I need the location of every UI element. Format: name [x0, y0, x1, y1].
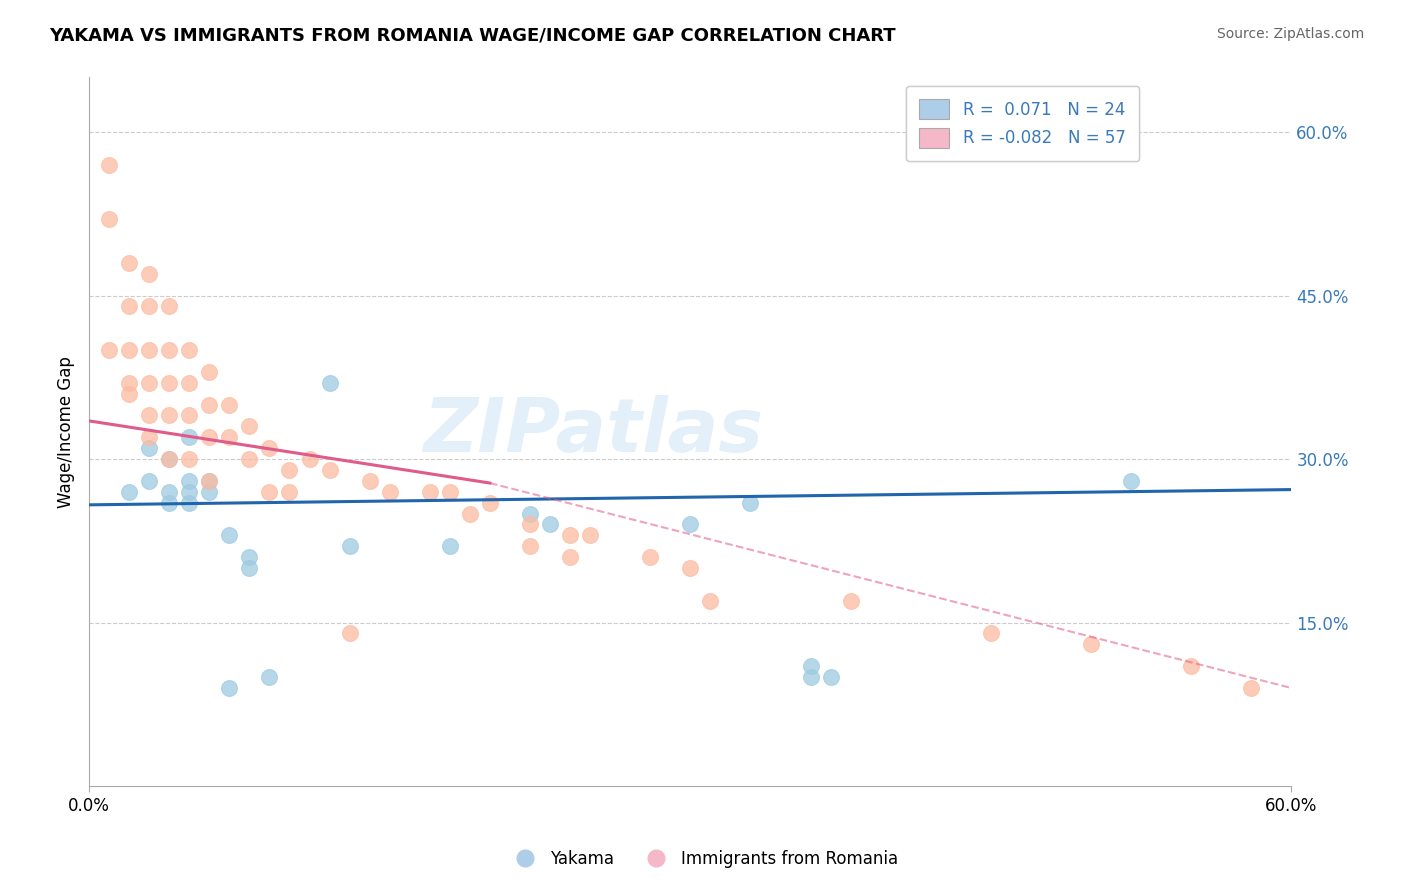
Point — [839, 594, 862, 608]
Point — [98, 212, 121, 227]
Point — [198, 365, 221, 379]
Point — [118, 386, 141, 401]
Point — [198, 474, 221, 488]
Point — [638, 550, 661, 565]
Point — [259, 441, 281, 455]
Point — [339, 539, 361, 553]
Point — [157, 376, 180, 390]
Point — [1121, 474, 1143, 488]
Point — [198, 398, 221, 412]
Point — [439, 484, 461, 499]
Point — [318, 463, 340, 477]
Point — [138, 474, 160, 488]
Point — [740, 496, 762, 510]
Point — [318, 376, 340, 390]
Point — [820, 670, 842, 684]
Point — [138, 300, 160, 314]
Point — [157, 452, 180, 467]
Point — [259, 670, 281, 684]
Point — [238, 550, 260, 565]
Point — [198, 474, 221, 488]
Point — [118, 343, 141, 357]
Point — [118, 300, 141, 314]
Point — [519, 507, 541, 521]
Point — [799, 659, 821, 673]
Point — [179, 484, 201, 499]
Point — [157, 452, 180, 467]
Legend: Yakama, Immigrants from Romania: Yakama, Immigrants from Romania — [502, 844, 904, 875]
Text: YAKAMA VS IMMIGRANTS FROM ROMANIA WAGE/INCOME GAP CORRELATION CHART: YAKAMA VS IMMIGRANTS FROM ROMANIA WAGE/I… — [49, 27, 896, 45]
Point — [558, 528, 581, 542]
Point — [157, 409, 180, 423]
Point — [179, 474, 201, 488]
Point — [1180, 659, 1202, 673]
Point — [157, 343, 180, 357]
Point — [359, 474, 381, 488]
Point — [218, 528, 240, 542]
Point — [679, 561, 702, 575]
Point — [238, 452, 260, 467]
Point — [118, 484, 141, 499]
Point — [138, 343, 160, 357]
Y-axis label: Wage/Income Gap: Wage/Income Gap — [58, 356, 75, 508]
Point — [679, 517, 702, 532]
Point — [699, 594, 721, 608]
Point — [198, 484, 221, 499]
Point — [519, 517, 541, 532]
Point — [157, 484, 180, 499]
Point — [218, 430, 240, 444]
Point — [138, 376, 160, 390]
Point — [339, 626, 361, 640]
Point — [458, 507, 481, 521]
Point — [259, 484, 281, 499]
Text: ZIPatlas: ZIPatlas — [425, 395, 763, 468]
Point — [1080, 637, 1102, 651]
Point — [799, 670, 821, 684]
Point — [558, 550, 581, 565]
Point — [138, 409, 160, 423]
Point — [118, 256, 141, 270]
Point — [218, 398, 240, 412]
Point — [238, 561, 260, 575]
Point — [980, 626, 1002, 640]
Point — [179, 376, 201, 390]
Point — [218, 681, 240, 695]
Point — [419, 484, 441, 499]
Point — [298, 452, 321, 467]
Point — [138, 267, 160, 281]
Text: Source: ZipAtlas.com: Source: ZipAtlas.com — [1216, 27, 1364, 41]
Point — [138, 441, 160, 455]
Point — [378, 484, 401, 499]
Point — [538, 517, 561, 532]
Point — [579, 528, 602, 542]
Point — [179, 409, 201, 423]
Point — [238, 419, 260, 434]
Point — [157, 300, 180, 314]
Point — [1240, 681, 1263, 695]
Point — [478, 496, 501, 510]
Point — [138, 430, 160, 444]
Legend: R =  0.071   N = 24, R = -0.082   N = 57: R = 0.071 N = 24, R = -0.082 N = 57 — [905, 86, 1139, 161]
Point — [179, 496, 201, 510]
Point — [278, 484, 301, 499]
Point — [157, 496, 180, 510]
Point — [519, 539, 541, 553]
Point — [179, 430, 201, 444]
Point — [118, 376, 141, 390]
Point — [179, 343, 201, 357]
Point — [198, 430, 221, 444]
Point — [179, 452, 201, 467]
Point — [439, 539, 461, 553]
Point — [278, 463, 301, 477]
Point — [98, 343, 121, 357]
Point — [98, 158, 121, 172]
